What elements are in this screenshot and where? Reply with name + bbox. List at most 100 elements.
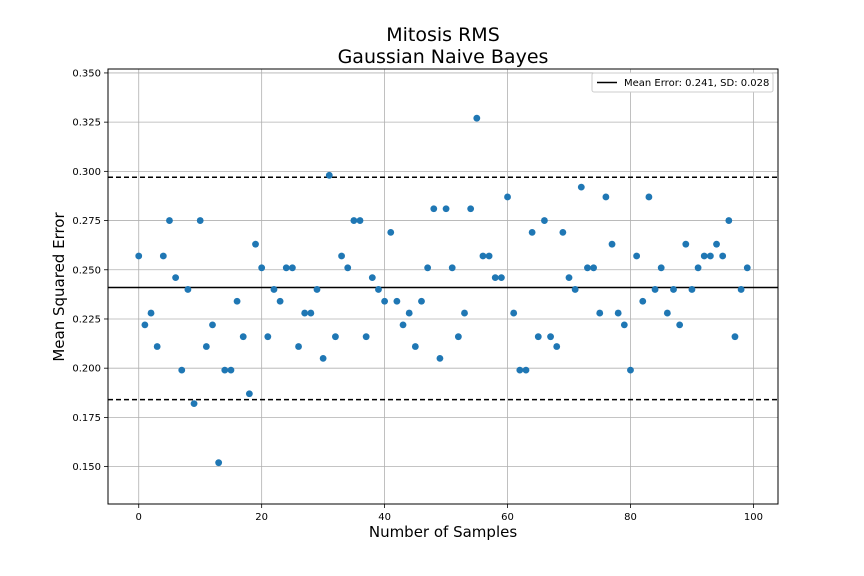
data-point xyxy=(620,321,628,329)
data-point xyxy=(454,333,462,341)
data-point xyxy=(639,297,647,305)
y-tick-label: 0.200 xyxy=(72,364,101,375)
data-point xyxy=(731,333,739,341)
data-point xyxy=(700,252,708,260)
data-point xyxy=(706,252,714,260)
data-point xyxy=(602,193,610,201)
data-point xyxy=(485,252,493,260)
data-point xyxy=(614,309,622,317)
data-point xyxy=(627,366,634,374)
data-point xyxy=(221,366,229,374)
data-point xyxy=(418,297,425,305)
data-point xyxy=(356,217,364,224)
data-point xyxy=(368,274,376,282)
data-point xyxy=(522,366,530,374)
data-point xyxy=(276,297,284,305)
y-tick-label: 0.250 xyxy=(72,265,101,276)
legend-label: Mean Error: 0.241, SD: 0.028 xyxy=(624,78,769,89)
data-point xyxy=(153,343,161,350)
data-point xyxy=(510,309,518,317)
data-point xyxy=(202,343,210,350)
data-point xyxy=(596,309,604,317)
data-point xyxy=(258,264,266,272)
x-tick-label: 40 xyxy=(378,512,391,523)
data-point xyxy=(215,459,223,467)
x-axis-label: Number of Samples xyxy=(369,523,517,541)
legend-box xyxy=(591,72,774,93)
data-point xyxy=(393,297,401,305)
y-tick-label: 0.175 xyxy=(72,413,101,424)
data-point xyxy=(405,309,413,317)
data-point xyxy=(245,390,253,398)
data-point xyxy=(541,217,548,224)
data-point xyxy=(233,297,241,305)
data-point xyxy=(663,309,671,317)
data-point xyxy=(184,286,192,293)
data-point xyxy=(682,240,690,248)
data-point xyxy=(196,217,204,224)
x-axis-ticks: 0 20 40 60 80 100 xyxy=(136,504,763,523)
plot-frame xyxy=(107,68,779,505)
data-point xyxy=(436,354,444,362)
data-point xyxy=(553,343,561,350)
data-point xyxy=(172,274,180,282)
data-point xyxy=(479,252,487,260)
data-point xyxy=(411,343,419,350)
data-point xyxy=(332,333,339,341)
data-point xyxy=(676,321,684,329)
x-tick-label: 20 xyxy=(255,512,268,523)
data-point xyxy=(504,193,511,201)
data-point xyxy=(670,286,677,293)
x-tick-label: 100 xyxy=(744,512,763,523)
data-point xyxy=(430,205,438,213)
y-axis-label: Mean Squared Error xyxy=(50,212,68,362)
data-point xyxy=(424,264,432,272)
data-point xyxy=(651,286,659,293)
data-point xyxy=(239,333,247,341)
data-point xyxy=(584,264,591,272)
data-point xyxy=(319,354,327,362)
data-point xyxy=(270,286,278,293)
data-point xyxy=(282,264,290,272)
data-point xyxy=(147,309,155,317)
data-point xyxy=(442,205,450,213)
y-tick-label: 0.150 xyxy=(72,462,101,473)
y-tick-label: 0.300 xyxy=(72,167,101,178)
y-tick-label: 0.225 xyxy=(72,314,101,325)
data-point xyxy=(178,366,186,374)
y-tick-label: 0.325 xyxy=(72,118,101,129)
data-point xyxy=(344,264,352,272)
data-point xyxy=(399,321,407,329)
data-point xyxy=(190,400,198,408)
data-point xyxy=(467,205,475,213)
x-tick-label: 0 xyxy=(136,512,142,523)
data-point xyxy=(571,286,579,293)
data-point xyxy=(633,252,641,260)
data-point xyxy=(559,228,567,236)
data-point xyxy=(577,183,585,191)
x-tick-label: 60 xyxy=(501,512,514,523)
data-point xyxy=(737,286,745,293)
data-point xyxy=(227,366,235,374)
data-point xyxy=(497,274,505,282)
data-point xyxy=(381,297,389,305)
data-point xyxy=(719,252,727,260)
chart-subtitle: Gaussian Naive Bayes xyxy=(338,46,549,68)
data-point xyxy=(350,217,358,224)
legend: Mean Error: 0.241, SD: 0.028 xyxy=(591,72,774,93)
data-point xyxy=(387,228,395,236)
data-point xyxy=(473,114,481,122)
data-point xyxy=(528,228,536,236)
data-points xyxy=(135,114,751,467)
data-point xyxy=(325,171,333,179)
data-point xyxy=(338,252,345,260)
data-point xyxy=(657,264,665,272)
grid xyxy=(108,69,778,504)
data-point xyxy=(491,274,499,282)
data-point xyxy=(295,343,302,350)
data-point xyxy=(209,321,216,329)
y-axis-ticks: 0.150 0.175 0.200 0.225 0.250 0.275 0.300 0.325… xyxy=(72,68,108,473)
data-point xyxy=(166,217,173,224)
data-point xyxy=(448,264,456,272)
data-point xyxy=(313,286,321,293)
